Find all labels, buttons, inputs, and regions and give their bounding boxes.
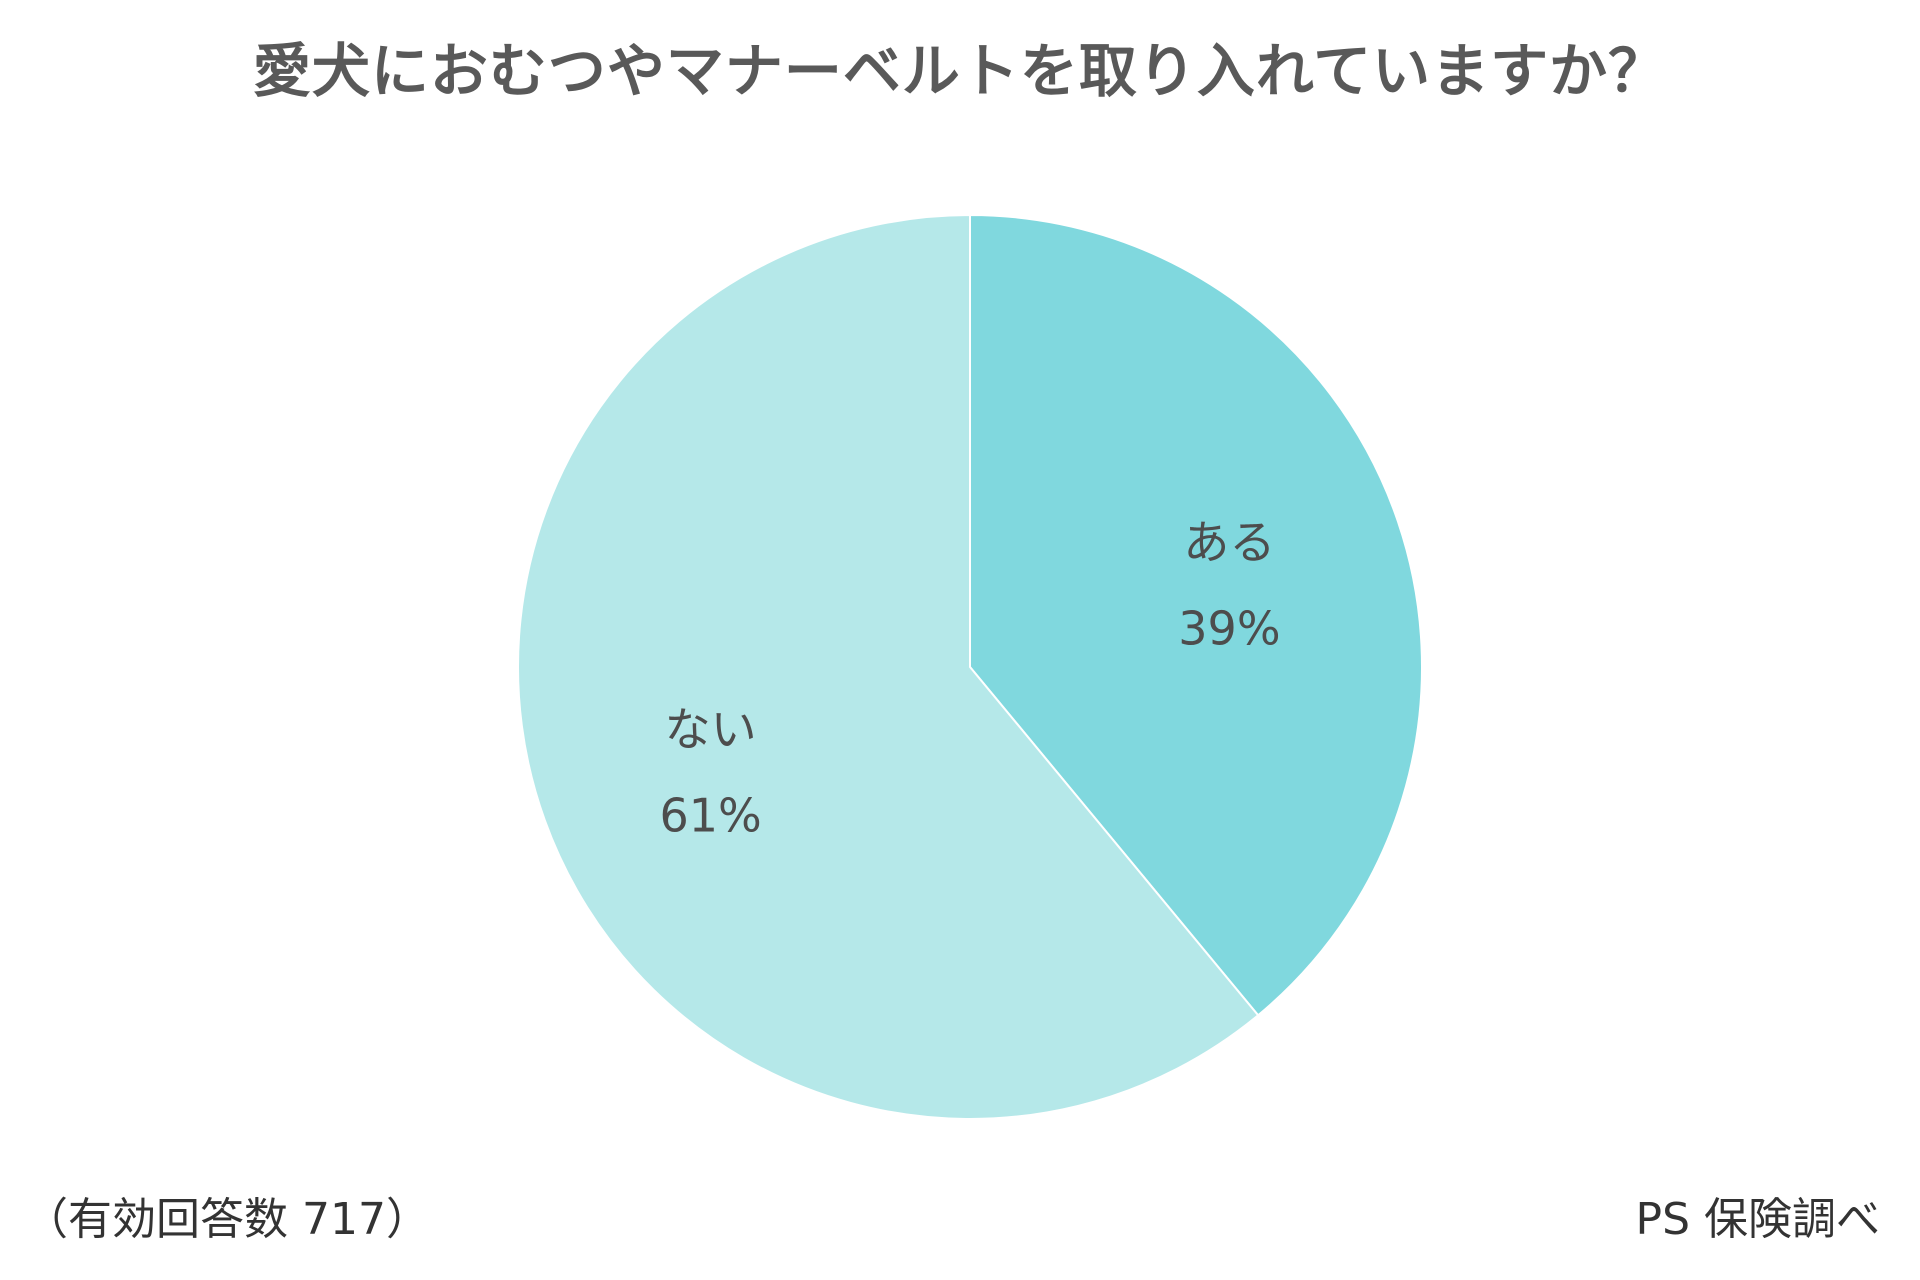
pie-slice-1	[517, 213, 1260, 1120]
slice-label-1: ない	[665, 702, 757, 756]
pie-slices	[517, 213, 1423, 1120]
pie-slice-0	[969, 213, 1423, 1017]
slice-value-0: 39%	[1178, 602, 1280, 656]
slice-label-0: ある	[1183, 516, 1275, 570]
chart-title: 愛犬におむつやマナーベルトを取り入れていますか？	[252, 37, 1668, 105]
sample-size-note: （有効回答数 717）	[24, 1194, 430, 1245]
pie-labels: ある 39% ない 61%	[659, 516, 1280, 843]
source-note: PS 保険調べ	[1635, 1194, 1880, 1245]
slice-value-1: 61%	[659, 788, 761, 842]
